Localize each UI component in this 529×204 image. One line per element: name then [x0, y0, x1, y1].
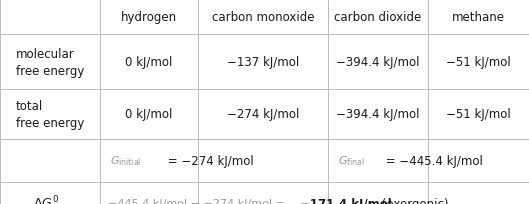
- Bar: [428, 139, 529, 182]
- Bar: [328, 139, 428, 182]
- Bar: [0, 0, 100, 35]
- Bar: [328, 182, 428, 204]
- Bar: [0, 139, 100, 182]
- Bar: [100, 182, 198, 204]
- Bar: [428, 182, 529, 204]
- Bar: [0, 35, 100, 90]
- Text: methane: methane: [452, 11, 505, 24]
- Bar: [0, 182, 100, 204]
- Bar: [0, 90, 100, 139]
- Bar: [198, 90, 328, 139]
- Bar: [198, 35, 328, 90]
- Bar: [198, 0, 328, 35]
- Bar: [328, 0, 428, 35]
- Bar: [100, 139, 198, 182]
- Bar: [100, 0, 198, 35]
- Text: (exergonic): (exergonic): [378, 197, 449, 204]
- Text: $G_{\mathregular{initial}}$: $G_{\mathregular{initial}}$: [110, 154, 141, 167]
- Bar: [100, 35, 198, 90]
- Bar: [428, 0, 529, 35]
- Text: −445.4 kJ/mol − −274 kJ/mol =: −445.4 kJ/mol − −274 kJ/mol =: [108, 198, 288, 204]
- Text: carbon monoxide: carbon monoxide: [212, 11, 314, 24]
- Text: = −274 kJ/mol: = −274 kJ/mol: [164, 154, 254, 167]
- Bar: [428, 90, 529, 139]
- Bar: [198, 139, 328, 182]
- Text: hydrogen: hydrogen: [121, 11, 177, 24]
- Bar: [328, 90, 428, 139]
- Text: −274 kJ/mol: −274 kJ/mol: [227, 108, 299, 121]
- Text: 0 kJ/mol: 0 kJ/mol: [125, 56, 172, 69]
- Text: −171.4 kJ/mol: −171.4 kJ/mol: [300, 197, 392, 204]
- Text: molecular
free energy: molecular free energy: [16, 47, 84, 77]
- Text: −51 kJ/mol: −51 kJ/mol: [446, 56, 511, 69]
- Text: −51 kJ/mol: −51 kJ/mol: [446, 108, 511, 121]
- Bar: [100, 90, 198, 139]
- Bar: [328, 35, 428, 90]
- Text: $\Delta G^{0}_{\mathregular{rxn}}$: $\Delta G^{0}_{\mathregular{rxn}}$: [33, 194, 67, 204]
- Text: 0 kJ/mol: 0 kJ/mol: [125, 108, 172, 121]
- Bar: [198, 182, 328, 204]
- Text: total
free energy: total free energy: [16, 100, 84, 129]
- Text: −394.4 kJ/mol: −394.4 kJ/mol: [336, 108, 419, 121]
- Text: carbon dioxide: carbon dioxide: [334, 11, 422, 24]
- Text: = −445.4 kJ/mol: = −445.4 kJ/mol: [382, 154, 483, 167]
- Text: $G_{\mathregular{final}}$: $G_{\mathregular{final}}$: [338, 154, 364, 167]
- Text: −137 kJ/mol: −137 kJ/mol: [227, 56, 299, 69]
- Text: −394.4 kJ/mol: −394.4 kJ/mol: [336, 56, 419, 69]
- Bar: [428, 35, 529, 90]
